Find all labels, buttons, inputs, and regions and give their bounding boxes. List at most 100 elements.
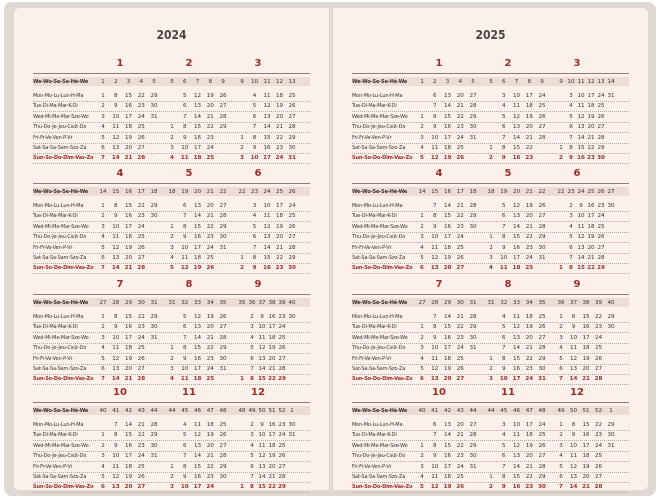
day-cell: 7 [101, 376, 105, 383]
day-cell: 12 [112, 244, 120, 251]
week-number: 40 [418, 408, 426, 414]
day-cell: 19 [275, 103, 284, 110]
day-cell: 22 [206, 124, 214, 131]
day-cell: 10 [258, 324, 266, 331]
dotted-row-line [352, 231, 629, 233]
week-row-label: We-Wo-Se-Se-Hé-We [352, 408, 408, 414]
book-gutter [329, 8, 333, 490]
day-cell: 25 [137, 345, 145, 352]
day-cell: 22 [206, 345, 214, 352]
weekday-label: Tue-Di-Ma-Mar-K-Di [33, 213, 78, 220]
day-cell: 11 [431, 474, 439, 480]
day-cell: 23 [206, 134, 214, 141]
month-name: 4 [116, 168, 124, 179]
day-cell: 26 [288, 103, 296, 110]
day-cell: 18 [268, 334, 276, 341]
quarter-block: We-Wo-Se-Se-Hé-We Mon-Mo-Lu-Lun-H-Ma Tue-D… [352, 381, 629, 494]
day-cell: 2 [101, 324, 105, 331]
day-cell: 7 [432, 432, 437, 439]
day-cell: 12 [512, 113, 521, 120]
day-cell: 22 [268, 376, 276, 383]
weekday-label: Mon-Mo-Lu-Lun-H-Ma [33, 93, 84, 99]
day-cell: 7 [501, 134, 506, 141]
quarter-block: We-Wo-Se-Se-Hé-We Mon-Mo-Lu-Lun-H-Ma Tue-D… [33, 162, 310, 275]
day-cell: 21 [268, 474, 276, 480]
day-cell: 3 [569, 213, 573, 220]
day-cell: 29 [538, 234, 546, 241]
day-cell: 23 [137, 442, 145, 449]
day-cell: 29 [469, 213, 477, 220]
day-cell: 4 [569, 103, 573, 110]
day-cell: 8 [501, 474, 506, 480]
day-cell: 19 [587, 113, 595, 120]
day-cell: 31 [150, 113, 158, 120]
day-cell: 18 [275, 213, 284, 220]
day-cell: 12 [263, 223, 271, 230]
day-cell: 19 [275, 223, 284, 230]
day-cell: 16 [268, 422, 276, 428]
day-cell: 30 [538, 484, 546, 491]
day-cell: 26 [538, 324, 546, 331]
week-number: 45 [181, 408, 189, 414]
day-cell: 16 [124, 103, 133, 110]
weekday-label: Mon-Mo-Lu-Lun-H-Ma [33, 422, 84, 428]
week-number: 5 [489, 79, 493, 85]
day-cell: 23 [594, 324, 603, 331]
day-cell: 12 [112, 355, 120, 362]
week-number: 30 [456, 300, 464, 306]
day-cell: 16 [193, 474, 202, 480]
week-number: 21 [525, 189, 533, 195]
day-cell: 27 [538, 213, 546, 220]
dotted-row-line [352, 461, 629, 463]
day-cell: 20 [587, 244, 595, 251]
month-name: 10 [113, 387, 127, 398]
day-cell: 5 [501, 324, 506, 331]
day-cell: 17 [512, 255, 521, 261]
day-cell: 17 [582, 334, 590, 341]
day-cell: 24 [525, 376, 534, 383]
day-cell: 30 [597, 155, 605, 162]
day-cell: 6 [101, 255, 105, 261]
day-cell: 25 [137, 124, 145, 131]
weekday-label: Tue-Di-Ma-Mar-K-Di [352, 103, 397, 110]
day-cell: 4 [170, 376, 174, 383]
day-cell: 13 [512, 124, 521, 131]
day-cell: 10 [569, 334, 578, 341]
month-name: 5 [504, 168, 512, 179]
day-cell: 25 [538, 103, 546, 110]
day-cell: 14 [193, 334, 202, 341]
day-cell: 12 [512, 442, 521, 449]
day-cell: 9 [113, 103, 118, 110]
day-cell: 29 [597, 265, 605, 272]
day-cell: 17 [443, 234, 452, 241]
day-cell: 3 [559, 334, 563, 341]
dotted-row-line [33, 121, 310, 123]
day-cell: 18 [193, 155, 202, 162]
divider-line [33, 73, 310, 74]
day-cell: 22 [525, 234, 533, 241]
day-cell: 3 [559, 442, 563, 449]
divider-line [352, 73, 629, 74]
day-cell: 18 [268, 442, 276, 449]
day-cell: 21 [456, 203, 464, 209]
day-cell: 7 [182, 113, 187, 120]
day-cell: 17 [525, 93, 533, 99]
day-cell: 26 [456, 366, 464, 372]
day-cell: 1 [170, 124, 174, 131]
day-cell: 4 [420, 355, 424, 362]
day-cell: 17 [124, 334, 133, 341]
day-cell: 21 [525, 134, 533, 141]
weekday-label: Wed-Mi-Me-Mar-Sze-Wo [33, 223, 89, 230]
day-cell: 31 [219, 366, 227, 372]
week-number: 27 [418, 300, 426, 306]
day-cell: 6 [182, 203, 187, 209]
day-cell: 26 [597, 234, 605, 241]
day-cell: 23 [206, 234, 214, 241]
day-cell: 4 [101, 463, 105, 470]
day-cell: 12 [263, 103, 271, 110]
day-cell: 15 [443, 113, 452, 120]
day-cell: 27 [538, 453, 546, 460]
week-number: 10 [567, 79, 575, 85]
day-cell: 21 [268, 366, 276, 372]
day-cell: 17 [525, 422, 533, 428]
